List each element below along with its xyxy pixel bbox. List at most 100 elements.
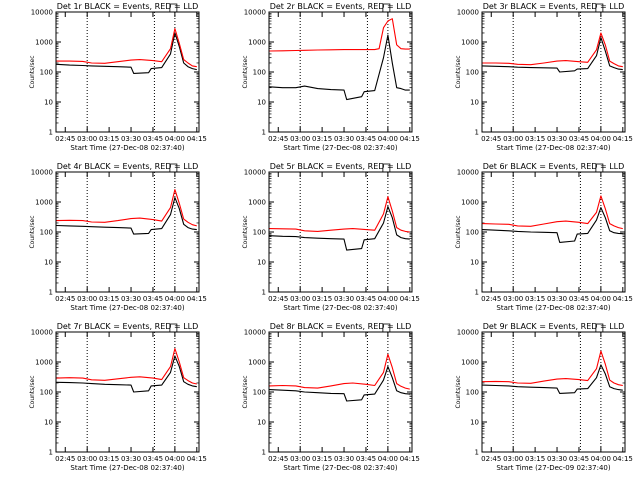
panel-det-4: Det 4r BLACK = Events, RED = LLD 1 10 100 10… bbox=[29, 162, 207, 312]
y-tick-label: 10 bbox=[470, 259, 479, 267]
x-tick-label: 03:15 bbox=[312, 295, 332, 303]
x-tick-label: 02:45 bbox=[481, 455, 501, 463]
plot-frame bbox=[55, 331, 200, 453]
x-tick-label: 03:45 bbox=[569, 295, 589, 303]
x-tick-label: 02:45 bbox=[55, 455, 75, 463]
events-series-line bbox=[56, 197, 197, 235]
y-tick-label: 10 bbox=[44, 259, 53, 267]
x-tick-label: 03:15 bbox=[99, 295, 119, 303]
lld-series-line bbox=[56, 28, 197, 68]
y-tick-label: 10000 bbox=[244, 9, 266, 17]
panel-title: Det 8r BLACK = Events, RED = LLD bbox=[270, 322, 412, 331]
marker-box bbox=[382, 323, 391, 333]
x-tick-label: 04:15 bbox=[400, 295, 420, 303]
x-tick-label: 03:00 bbox=[290, 455, 310, 463]
events-series-line bbox=[56, 32, 197, 74]
x-tick-label: 03:30 bbox=[334, 295, 354, 303]
y-tick-label: 1000 bbox=[35, 359, 53, 367]
y-tick-label: 10 bbox=[470, 419, 479, 427]
x-tick-label: 04:15 bbox=[613, 135, 633, 143]
plot-frame bbox=[481, 11, 626, 133]
x-tick-label: 02:45 bbox=[55, 295, 75, 303]
x-axis-label: Start Time (27-Dec-08 02:37:40) bbox=[70, 464, 184, 472]
lld-series-line bbox=[269, 18, 410, 52]
y-tick-label: 1 bbox=[49, 289, 53, 297]
plot-frame bbox=[55, 171, 200, 293]
x-tick-label: 03:30 bbox=[121, 135, 141, 143]
y-tick-label: 10 bbox=[44, 419, 53, 427]
x-tick-label: 03:15 bbox=[312, 135, 332, 143]
events-series-line bbox=[269, 34, 410, 101]
y-tick-label: 10000 bbox=[31, 329, 53, 337]
x-tick-label: 03:30 bbox=[334, 135, 354, 143]
panel-title: Det 5r BLACK = Events, RED = LLD bbox=[270, 162, 412, 171]
y-tick-label: 1 bbox=[49, 129, 53, 137]
y-tick-label: 10 bbox=[470, 99, 479, 107]
x-tick-label: 04:00 bbox=[165, 135, 185, 143]
y-tick-label: 1000 bbox=[248, 199, 266, 207]
y-axis-label: Counts/sec bbox=[29, 375, 36, 408]
panel-det-1: Det 1r BLACK = Events, RED = LLD 1 10 100 10… bbox=[29, 2, 207, 152]
y-tick-label: 1 bbox=[262, 289, 266, 297]
x-tick-label: 04:15 bbox=[187, 455, 207, 463]
y-tick-label: 1000 bbox=[461, 39, 479, 47]
x-tick-label: 03:00 bbox=[77, 135, 97, 143]
x-tick-label: 02:45 bbox=[268, 135, 288, 143]
marker-box bbox=[382, 163, 391, 173]
y-tick-label: 1 bbox=[49, 449, 53, 457]
y-tick-label: 10 bbox=[44, 99, 53, 107]
x-axis-label: Start Time (27-Dec-08 02:37:40) bbox=[70, 144, 184, 152]
plot-frame bbox=[268, 11, 413, 133]
marker-box bbox=[595, 3, 604, 13]
marker-box bbox=[169, 163, 178, 173]
x-axis-label: Start Time (27-Dec-08 02:37:40) bbox=[283, 144, 397, 152]
x-tick-label: 03:15 bbox=[312, 455, 332, 463]
y-tick-label: 1000 bbox=[248, 39, 266, 47]
y-axis-label: Counts/sec bbox=[29, 55, 36, 88]
y-tick-label: 1000 bbox=[461, 359, 479, 367]
x-axis-label: Start Time (27-Dec-09 02:37:40) bbox=[496, 464, 610, 472]
marker-box bbox=[595, 323, 604, 333]
x-axis-label: Start Time (27-Dec-08 02:37:40) bbox=[283, 304, 397, 312]
x-tick-label: 03:30 bbox=[334, 455, 354, 463]
x-tick-label: 02:45 bbox=[55, 135, 75, 143]
x-tick-label: 03:15 bbox=[525, 295, 545, 303]
x-tick-label: 04:00 bbox=[591, 135, 611, 143]
lld-series-line bbox=[482, 195, 623, 230]
y-tick-label: 10 bbox=[257, 419, 266, 427]
y-tick-label: 10000 bbox=[244, 329, 266, 337]
y-tick-label: 100 bbox=[466, 69, 479, 77]
lld-series-line bbox=[482, 350, 623, 387]
x-tick-label: 03:00 bbox=[503, 455, 523, 463]
x-tick-label: 03:00 bbox=[290, 295, 310, 303]
x-tick-label: 03:45 bbox=[356, 455, 376, 463]
y-tick-label: 10000 bbox=[31, 169, 53, 177]
events-series-line bbox=[269, 366, 410, 402]
events-series-line bbox=[482, 207, 623, 243]
x-axis-label: Start Time (27-Dec-08 02:37:40) bbox=[496, 304, 610, 312]
events-series-line bbox=[269, 206, 410, 251]
x-tick-label: 02:45 bbox=[481, 135, 501, 143]
marker-box bbox=[595, 163, 604, 173]
x-tick-label: 03:30 bbox=[121, 295, 141, 303]
panel-title: Det 4r BLACK = Events, RED = LLD bbox=[57, 162, 199, 171]
panel-title: Det 2r BLACK = Events, RED = LLD bbox=[270, 2, 412, 11]
x-tick-label: 02:45 bbox=[268, 455, 288, 463]
panel-det-3: Det 3r BLACK = Events, RED = LLD 1 10 100 10… bbox=[455, 2, 633, 152]
x-tick-label: 04:15 bbox=[400, 455, 420, 463]
x-tick-label: 04:00 bbox=[378, 295, 398, 303]
y-tick-label: 1 bbox=[262, 129, 266, 137]
x-tick-label: 03:15 bbox=[99, 135, 119, 143]
x-tick-label: 04:00 bbox=[165, 295, 185, 303]
y-tick-label: 1 bbox=[475, 289, 479, 297]
x-tick-label: 03:15 bbox=[525, 135, 545, 143]
plot-frame bbox=[55, 11, 200, 133]
y-tick-label: 1 bbox=[475, 129, 479, 137]
y-tick-label: 10000 bbox=[457, 169, 479, 177]
y-axis-label: Counts/sec bbox=[242, 375, 249, 408]
y-axis-label: Counts/sec bbox=[455, 215, 462, 248]
y-tick-label: 100 bbox=[253, 389, 266, 397]
x-tick-label: 02:45 bbox=[268, 295, 288, 303]
x-tick-label: 04:00 bbox=[591, 295, 611, 303]
y-tick-label: 10000 bbox=[457, 329, 479, 337]
